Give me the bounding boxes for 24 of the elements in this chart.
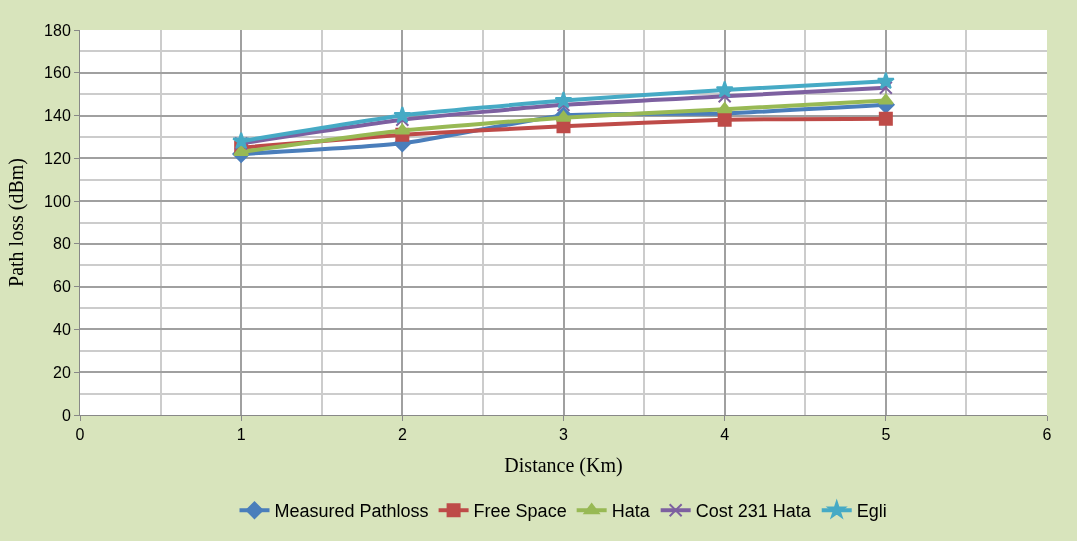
x-tick-label: 3 — [559, 426, 569, 444]
x-tick-label: 2 — [397, 426, 407, 444]
legend-label: Hata — [611, 501, 651, 522]
legend-label: Egli — [856, 501, 887, 522]
y-tick-label: 140 — [44, 107, 71, 125]
y-tick-label: 40 — [53, 321, 71, 339]
legend-label: Measured Pathloss — [274, 501, 429, 522]
y-tick-label: 180 — [44, 21, 71, 39]
y-tick-label: 0 — [61, 406, 71, 424]
y-tick-label: 100 — [44, 192, 71, 210]
y-axis-title: Path loss (dBm) — [4, 158, 28, 287]
y-tick-label: 80 — [53, 235, 71, 253]
y-tick-label: 120 — [44, 149, 71, 167]
legend-label: Free Space — [473, 501, 567, 522]
y-tick-label: 20 — [53, 363, 71, 381]
x-tick-label: 1 — [236, 426, 246, 444]
x-tick-label: 6 — [1042, 426, 1052, 444]
x-axis-title: Distance (Km) — [504, 453, 623, 477]
x-tick-label: 5 — [881, 426, 891, 444]
x-tick-label: 4 — [720, 426, 730, 444]
x-tick-label: 0 — [75, 426, 85, 444]
legend-label: Cost 231 Hata — [695, 501, 812, 522]
y-tick-label: 60 — [53, 278, 71, 296]
y-tick-label: 160 — [44, 64, 71, 82]
